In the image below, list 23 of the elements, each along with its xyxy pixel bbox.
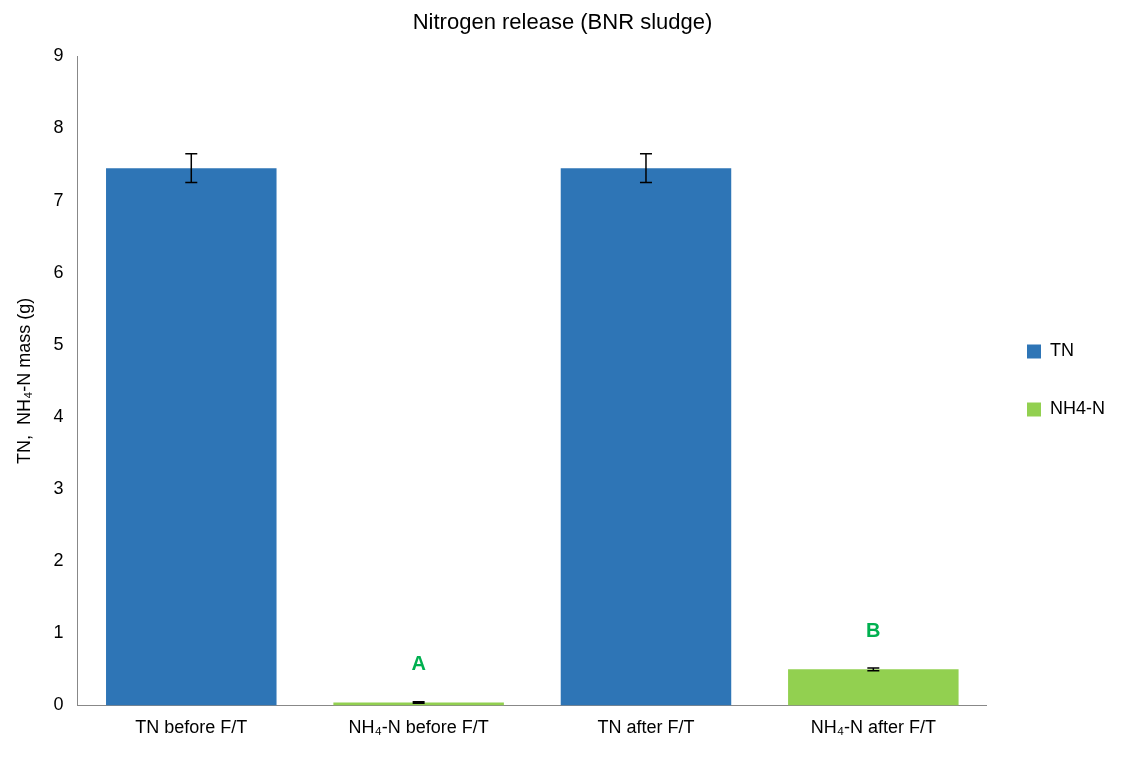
y-tick-label: 0	[53, 694, 64, 715]
bar	[106, 168, 277, 706]
y-tick-label: 3	[53, 478, 64, 499]
bar	[788, 669, 959, 706]
annotation: A	[411, 652, 426, 675]
y-tick-label: 8	[53, 117, 64, 138]
y-tick-label: 2	[53, 550, 64, 571]
annotation: B	[866, 618, 881, 641]
y-tick-label: 7	[53, 189, 64, 210]
x-tick-label: NH₄-N after F/T	[810, 717, 936, 738]
y-tick-label: 4	[53, 405, 64, 426]
y-tick-label: 6	[53, 261, 64, 282]
x-tick-label: TN before F/T	[135, 717, 248, 738]
chart-title: Nitrogen release (BNR sludge)	[412, 9, 713, 35]
y-tick-label: 1	[53, 622, 64, 643]
x-tick-label: TN after F/T	[597, 717, 695, 738]
y-tick-label: 5	[53, 333, 64, 354]
y-axis-title: TN, NH₄-N mass (g)	[13, 297, 34, 465]
y-tick-label: 9	[53, 45, 64, 66]
legend-label: NH4-N	[1050, 398, 1106, 419]
bar	[560, 168, 732, 706]
x-tick-label: NH₄-N before F/T	[348, 717, 489, 738]
legend-label: TN	[1050, 340, 1074, 361]
